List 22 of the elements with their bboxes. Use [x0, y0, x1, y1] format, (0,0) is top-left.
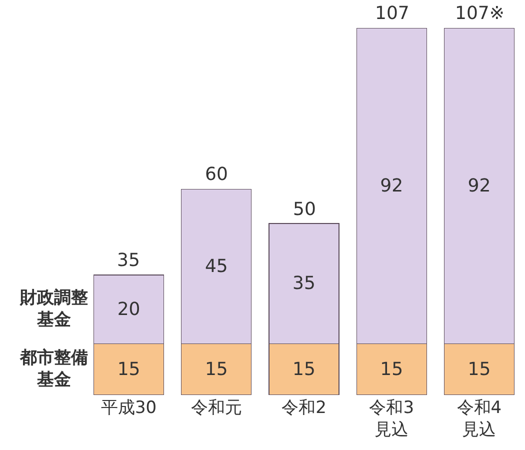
x-tick-label: 平成30: [100, 398, 157, 418]
data-label: 15: [380, 358, 404, 380]
data-label: 92: [468, 175, 491, 196]
series-label: 財政調整基金: [19, 288, 88, 330]
x-tick-label: 令和4 見込: [456, 398, 502, 440]
x-tick-label: 令和元: [190, 398, 242, 418]
total-label: 107※: [455, 3, 504, 24]
data-label: 15: [204, 358, 228, 380]
total-label: 50: [293, 199, 316, 220]
data-label: 92: [380, 175, 404, 196]
data-label: 45: [204, 256, 228, 277]
x-tick-label: 令和3 見込: [369, 398, 414, 440]
x-tick-label: 令和2: [282, 398, 326, 418]
series-label: 都市整備基金: [19, 348, 88, 390]
total-label: 107: [375, 3, 410, 24]
data-label: 35: [292, 273, 316, 294]
data-label: 20: [117, 298, 140, 320]
data-label: 15: [117, 358, 140, 380]
data-label: 15: [292, 358, 316, 380]
total-label: 60: [205, 164, 228, 185]
total-label: 35: [117, 250, 140, 271]
data-label: 15: [468, 358, 491, 380]
